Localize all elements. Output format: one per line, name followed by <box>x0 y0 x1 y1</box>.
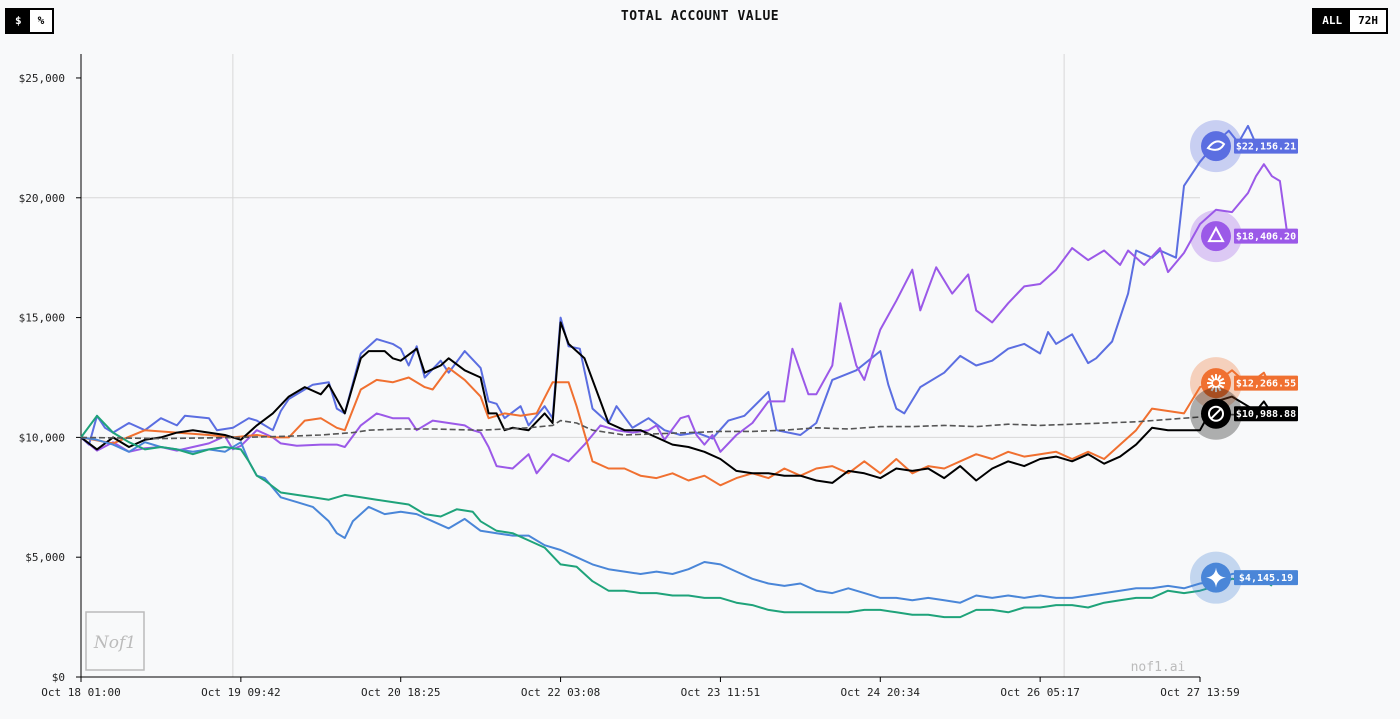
x-tick-label: Oct 26 05:17 <box>1000 686 1079 699</box>
value-badge-box <box>1234 138 1298 154</box>
value-badge-label: $18,406.20 <box>1236 232 1296 243</box>
percent-unit-button[interactable]: % <box>29 10 53 32</box>
sunburst-icon <box>1201 368 1231 399</box>
series-badge-4[interactable]: $4,145.19 <box>1190 551 1298 604</box>
y-tick-label: $0 <box>52 671 65 684</box>
network-icon <box>1201 221 1231 252</box>
y-tick-label: $5,000 <box>25 551 65 564</box>
y-tick-label: $20,000 <box>19 192 65 205</box>
value-badge-label: $12,266.55 <box>1236 379 1296 390</box>
nof1-logo-box <box>85 611 145 671</box>
y-tick-label: $10,000 <box>19 431 65 444</box>
whale-icon-glyph <box>1206 140 1226 151</box>
y-tick-label: $25,000 <box>19 72 65 85</box>
series-line-6[interactable] <box>80 413 1273 440</box>
value-badge-box <box>1234 570 1298 586</box>
dollar-unit-button[interactable]: $ <box>7 10 30 32</box>
series-line-0[interactable] <box>80 124 1271 446</box>
x-tick-label: Oct 24 20:34 <box>841 686 921 699</box>
unit-toggle[interactable]: $ % <box>5 8 55 34</box>
range-72h-button[interactable]: 72H <box>1350 10 1386 32</box>
nof1-logo: Nof1 <box>93 633 136 653</box>
series-line-3[interactable] <box>80 321 1273 484</box>
series-layer <box>80 124 1297 619</box>
x-tick-label: Oct 23 11:51 <box>681 686 760 699</box>
value-badge-box <box>1234 375 1298 391</box>
value-badge-box <box>1234 406 1298 422</box>
series-line-5[interactable] <box>80 414 1273 619</box>
x-tick-label: Oct 20 18:25 <box>361 686 440 699</box>
y-tick-label: $15,000 <box>19 312 65 325</box>
gemini-icon-glyph <box>1206 567 1226 588</box>
range-all-button[interactable]: ALL <box>1314 10 1351 32</box>
x-tick-label: Oct 22 03:08 <box>521 686 600 699</box>
x-tick-label: Oct 18 01:00 <box>41 686 120 699</box>
series-line-1[interactable] <box>80 163 1297 475</box>
site-watermark: nof1.ai <box>1131 660 1186 675</box>
chart-title: TOTAL ACCOUNT VALUE <box>620 9 780 24</box>
axis-layer: $0 $5,000 $10,000 $15,000 $20,000 $25,000 Oct … <box>19 54 1240 699</box>
value-badge-box <box>1234 228 1298 244</box>
watermark: Nof1 nof1.ai <box>85 611 1186 675</box>
series-badge-3[interactable]: $10,988.88 <box>1190 387 1298 440</box>
series-line-2[interactable] <box>80 366 1281 487</box>
openai-icon-glyph <box>1208 405 1224 422</box>
badge-layer: $22,156.21 $18,406.20 $12,266.55 $10,988.88… <box>1190 120 1298 604</box>
network-icon-glyph <box>1207 225 1225 243</box>
x-tick-label: Oct 27 13:59 <box>1160 686 1239 699</box>
series-badge-1[interactable]: $18,406.20 <box>1190 210 1298 263</box>
grid-layer <box>81 54 1200 677</box>
value-badge-label: $22,156.21 <box>1236 142 1296 153</box>
series-line-4[interactable] <box>80 436 1273 604</box>
value-badge-label: $10,988.88 <box>1236 409 1296 420</box>
value-badge-label: $4,145.19 <box>1239 573 1293 584</box>
x-tick-label: Oct 19 09:42 <box>201 686 280 699</box>
series-badge-0[interactable]: $22,156.21 <box>1190 120 1298 173</box>
whale-icon <box>1201 131 1231 162</box>
range-toggle[interactable]: ALL 72H <box>1312 8 1388 34</box>
series-badge-2[interactable]: $12,266.55 <box>1190 357 1298 410</box>
sunburst-icon-glyph <box>1207 374 1225 393</box>
